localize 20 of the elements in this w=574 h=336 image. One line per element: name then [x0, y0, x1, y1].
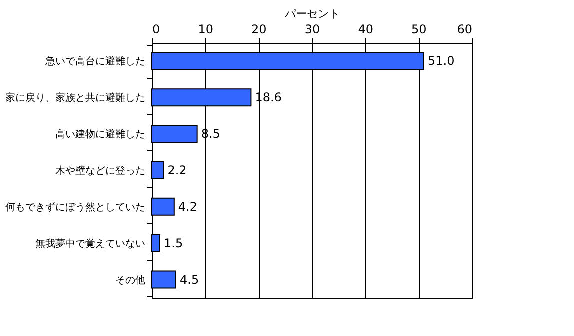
y-tick-label: 無我夢中で覚えていない — [36, 238, 146, 250]
x-tick-label: 10 — [198, 22, 214, 36]
y-tick-label: 何もできずにぼう然としていた — [6, 201, 146, 214]
data-label: 4.2 — [178, 200, 198, 214]
x-axis-title: パーセント — [284, 8, 340, 20]
data-label: 1.5 — [164, 236, 184, 250]
data-label: 51.0 — [428, 54, 455, 68]
x-tick-label: 60 — [457, 22, 472, 36]
y-tick-label: その他 — [116, 274, 146, 286]
x-tick-label: 50 — [412, 22, 427, 36]
x-tick-label: 30 — [304, 22, 320, 36]
x-tick-label: 40 — [358, 22, 374, 36]
y-tick-label: 高い建物に避難した — [56, 128, 146, 141]
data-label: 2.2 — [168, 164, 187, 178]
data-label: 4.5 — [180, 272, 200, 287]
y-tick-label: 急いで高台に避難した — [44, 56, 146, 68]
x-tick-label: 20 — [252, 22, 267, 36]
x-tick-label: 0 — [152, 22, 160, 36]
y-tick-label: 木や壁などに登った — [56, 165, 146, 177]
y-tick-label: 家に戻り、家族と共に避難した — [6, 92, 146, 104]
